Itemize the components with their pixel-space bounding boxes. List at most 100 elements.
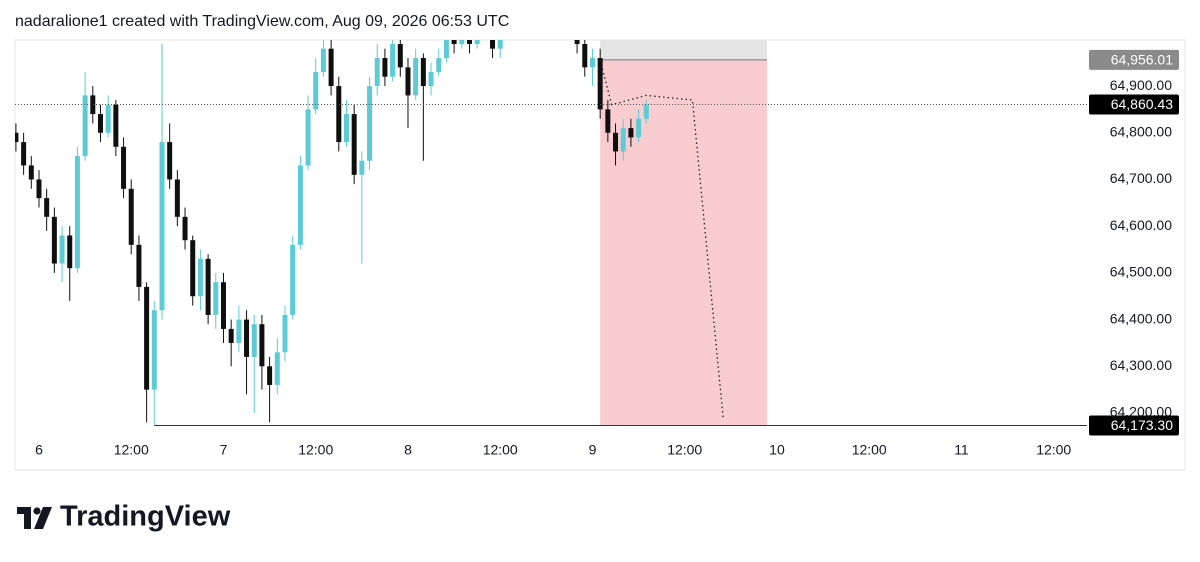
candle-body — [436, 58, 442, 73]
candle-body — [151, 310, 157, 390]
x-tick-label: 12:00 — [298, 442, 333, 458]
candle-body — [313, 72, 319, 110]
candle-body — [359, 160, 365, 175]
candle-body — [290, 244, 296, 315]
candle-body — [305, 109, 311, 166]
candle-body — [167, 142, 173, 180]
candle-body — [82, 95, 88, 157]
candle-body — [466, 40, 472, 45]
candle-body — [552, 21, 557, 26]
x-tick-label: 12:00 — [667, 442, 702, 458]
candle-body — [474, 40, 480, 45]
y-tick-label: 64,300.00 — [1110, 357, 1172, 373]
x-tick-label: 12:00 — [1036, 442, 1071, 458]
x-tick-label: 12:00 — [114, 442, 149, 458]
price-label: 64,860.43 — [1111, 96, 1173, 112]
axes: 6 12:00 7 12:00 8 12:00 9 12:00 10 12:00 11 12:00 64… — [35, 49, 1179, 458]
candle-body — [282, 314, 288, 353]
candle-body — [582, 44, 588, 68]
candle-body — [597, 58, 603, 110]
candle-body — [244, 319, 250, 357]
candle-body — [528, 16, 533, 25]
logo-icon — [17, 507, 52, 529]
candle-body — [267, 366, 273, 385]
header: nadaralione1 created with TradingView.co… — [15, 13, 509, 30]
candle-body — [236, 319, 242, 343]
candle-body — [21, 142, 27, 166]
y-tick-label: 64,900.00 — [1110, 77, 1172, 93]
candle-body — [15, 132, 19, 143]
price-label-box — [1089, 415, 1179, 436]
plot — [15, 7, 1087, 426]
x-tick-label: 10 — [769, 442, 785, 458]
x-tick-label: 12:00 — [852, 442, 887, 458]
candle-body — [97, 114, 103, 133]
candle-body — [490, 40, 496, 49]
chart-frame — [14, 39, 1186, 471]
candle-body — [413, 58, 419, 96]
candle-body — [343, 114, 349, 143]
candle-body — [297, 165, 303, 245]
candle-body — [67, 235, 73, 269]
candle-body — [336, 86, 342, 143]
candle-body — [443, 40, 449, 59]
candle-body — [274, 352, 280, 385]
candle-body — [174, 179, 180, 217]
x-tick-label: 8 — [404, 442, 412, 458]
x-tick-label: 7 — [220, 442, 228, 458]
price-label-box — [1089, 94, 1179, 115]
y-tick-label: 64,400.00 — [1110, 310, 1172, 326]
candle-body — [589, 58, 595, 68]
logo-text: TradingView — [60, 501, 231, 533]
zone-target — [600, 40, 767, 60]
candle-body — [144, 286, 150, 390]
candle-body — [28, 165, 34, 180]
candle-body — [213, 282, 219, 315]
candle-body — [513, 11, 518, 20]
candle-body — [428, 72, 434, 87]
candle-body — [405, 67, 411, 96]
x-tick-label: 12:00 — [483, 442, 518, 458]
price-label: 64,173.30 — [1111, 417, 1173, 433]
candle-body — [536, 7, 541, 16]
candle-body — [559, 16, 564, 25]
candle-body — [228, 328, 234, 343]
candle-body — [643, 104, 649, 119]
candle-body — [59, 235, 65, 264]
candle-body — [374, 58, 380, 87]
candle-body — [44, 198, 50, 217]
price-label: 64,956.01 — [1111, 52, 1173, 68]
candle-body — [90, 95, 96, 115]
projection-path — [599, 59, 724, 418]
candle-body — [497, 40, 503, 49]
y-tick-label: 64,800.00 — [1110, 123, 1172, 139]
candle-body — [351, 114, 357, 175]
candle-body — [113, 104, 119, 147]
zone-stop — [600, 59, 767, 426]
candle-body — [628, 128, 634, 138]
candle-body — [74, 156, 80, 269]
candle-body — [128, 188, 134, 245]
candle-body — [544, 7, 549, 21]
candle-body — [521, 11, 526, 25]
candle-body — [182, 216, 188, 241]
candle-body — [159, 142, 165, 311]
candle-body — [51, 216, 57, 264]
candle-body — [259, 324, 265, 367]
x-tick-label: 9 — [589, 442, 597, 458]
candle-body — [397, 44, 403, 68]
candle-body — [320, 48, 326, 73]
candle-body — [382, 58, 388, 77]
candle-body — [121, 146, 127, 189]
x-tick-label: 6 — [35, 442, 43, 458]
candle-body — [105, 104, 111, 133]
candle-body — [251, 324, 257, 357]
candle-body — [136, 244, 142, 287]
price-label-box — [1089, 49, 1179, 70]
y-tick-label: 64,700.00 — [1110, 170, 1172, 186]
candle-body — [420, 58, 426, 87]
candle-body — [190, 240, 196, 297]
candle-body — [390, 44, 396, 77]
candle-body — [197, 258, 203, 297]
